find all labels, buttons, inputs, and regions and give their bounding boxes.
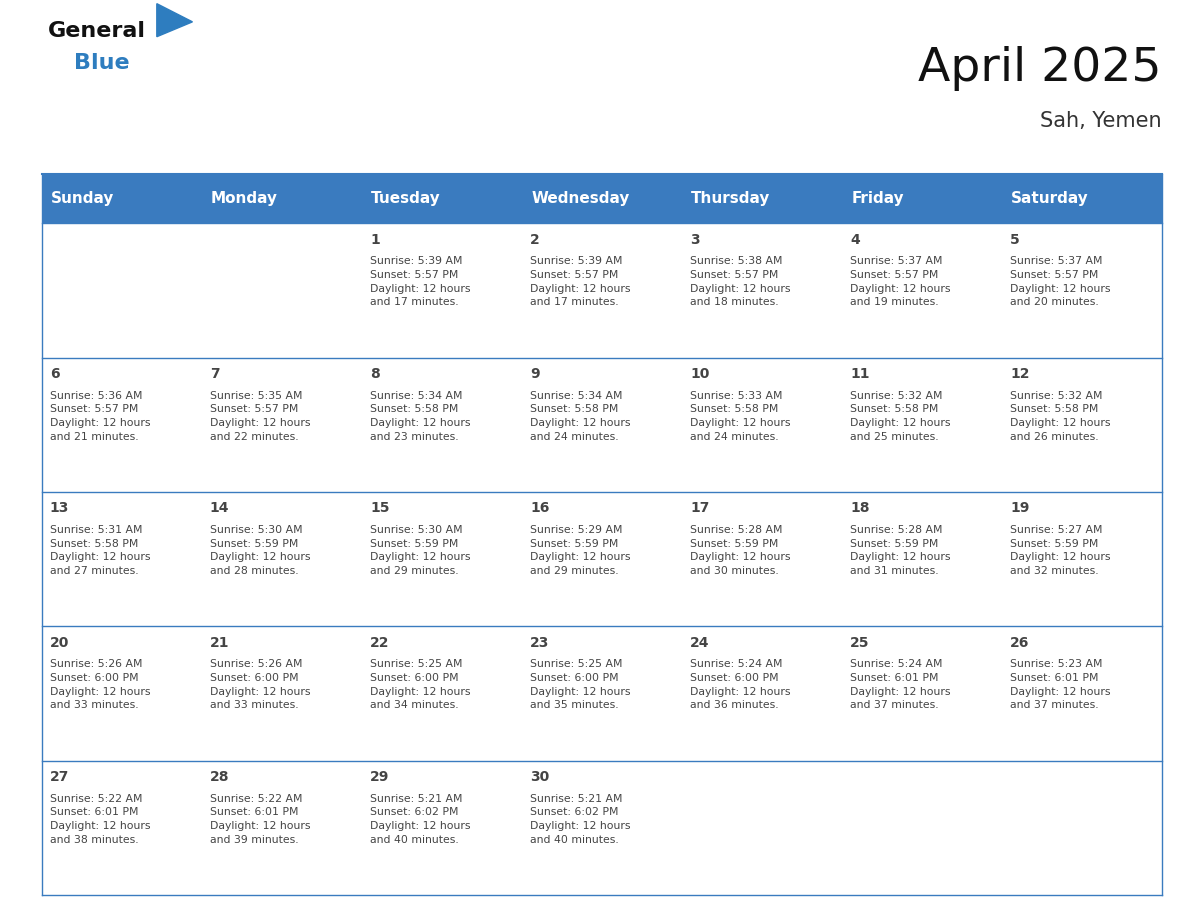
Text: Sunrise: 5:32 AM
Sunset: 5:58 PM
Daylight: 12 hours
and 25 minutes.: Sunrise: 5:32 AM Sunset: 5:58 PM Dayligh…	[851, 391, 950, 442]
Text: General: General	[48, 21, 145, 41]
Text: Monday: Monday	[211, 192, 278, 207]
Text: Tuesday: Tuesday	[371, 192, 441, 207]
Text: Sunrise: 5:26 AM
Sunset: 6:00 PM
Daylight: 12 hours
and 33 minutes.: Sunrise: 5:26 AM Sunset: 6:00 PM Dayligh…	[50, 659, 151, 711]
Text: Wednesday: Wednesday	[531, 192, 630, 207]
Text: Sunrise: 5:37 AM
Sunset: 5:57 PM
Daylight: 12 hours
and 19 minutes.: Sunrise: 5:37 AM Sunset: 5:57 PM Dayligh…	[851, 256, 950, 308]
Text: Sunrise: 5:26 AM
Sunset: 6:00 PM
Daylight: 12 hours
and 33 minutes.: Sunrise: 5:26 AM Sunset: 6:00 PM Dayligh…	[210, 659, 310, 711]
Text: Sunrise: 5:39 AM
Sunset: 5:57 PM
Daylight: 12 hours
and 17 minutes.: Sunrise: 5:39 AM Sunset: 5:57 PM Dayligh…	[530, 256, 631, 308]
Text: 7: 7	[210, 367, 220, 381]
Text: Sunrise: 5:21 AM
Sunset: 6:02 PM
Daylight: 12 hours
and 40 minutes.: Sunrise: 5:21 AM Sunset: 6:02 PM Dayligh…	[369, 794, 470, 845]
Bar	[42, 492, 1162, 626]
Text: 6: 6	[50, 367, 59, 381]
Text: 8: 8	[369, 367, 380, 381]
Text: Sunrise: 5:29 AM
Sunset: 5:59 PM
Daylight: 12 hours
and 29 minutes.: Sunrise: 5:29 AM Sunset: 5:59 PM Dayligh…	[530, 525, 631, 576]
Text: 20: 20	[50, 635, 69, 650]
Text: Sunrise: 5:30 AM
Sunset: 5:59 PM
Daylight: 12 hours
and 28 minutes.: Sunrise: 5:30 AM Sunset: 5:59 PM Dayligh…	[210, 525, 310, 576]
Text: Sunrise: 5:21 AM
Sunset: 6:02 PM
Daylight: 12 hours
and 40 minutes.: Sunrise: 5:21 AM Sunset: 6:02 PM Dayligh…	[530, 794, 631, 845]
Text: Sunrise: 5:25 AM
Sunset: 6:00 PM
Daylight: 12 hours
and 34 minutes.: Sunrise: 5:25 AM Sunset: 6:00 PM Dayligh…	[369, 659, 470, 711]
Text: 16: 16	[530, 501, 549, 515]
Text: 30: 30	[530, 770, 549, 784]
Text: 17: 17	[690, 501, 709, 515]
Bar	[42, 223, 1162, 358]
Text: Sunrise: 5:33 AM
Sunset: 5:58 PM
Daylight: 12 hours
and 24 minutes.: Sunrise: 5:33 AM Sunset: 5:58 PM Dayligh…	[690, 391, 790, 442]
Text: Sunrise: 5:31 AM
Sunset: 5:58 PM
Daylight: 12 hours
and 27 minutes.: Sunrise: 5:31 AM Sunset: 5:58 PM Dayligh…	[50, 525, 151, 576]
Text: Blue: Blue	[74, 53, 129, 73]
Bar	[42, 626, 1162, 761]
Text: 22: 22	[369, 635, 390, 650]
Text: 5: 5	[1010, 232, 1019, 247]
Polygon shape	[157, 4, 192, 37]
Text: Sunrise: 5:28 AM
Sunset: 5:59 PM
Daylight: 12 hours
and 31 minutes.: Sunrise: 5:28 AM Sunset: 5:59 PM Dayligh…	[851, 525, 950, 576]
Text: 28: 28	[210, 770, 229, 784]
Text: Sunrise: 5:39 AM
Sunset: 5:57 PM
Daylight: 12 hours
and 17 minutes.: Sunrise: 5:39 AM Sunset: 5:57 PM Dayligh…	[369, 256, 470, 308]
Text: April 2025: April 2025	[918, 46, 1162, 92]
Bar	[42, 358, 1162, 492]
Text: Sunrise: 5:22 AM
Sunset: 6:01 PM
Daylight: 12 hours
and 38 minutes.: Sunrise: 5:22 AM Sunset: 6:01 PM Dayligh…	[50, 794, 151, 845]
Bar	[42, 174, 1162, 223]
Text: 19: 19	[1010, 501, 1030, 515]
Text: 11: 11	[851, 367, 870, 381]
Text: Sunrise: 5:38 AM
Sunset: 5:57 PM
Daylight: 12 hours
and 18 minutes.: Sunrise: 5:38 AM Sunset: 5:57 PM Dayligh…	[690, 256, 790, 308]
Text: Sunrise: 5:34 AM
Sunset: 5:58 PM
Daylight: 12 hours
and 24 minutes.: Sunrise: 5:34 AM Sunset: 5:58 PM Dayligh…	[530, 391, 631, 442]
Text: Sunrise: 5:22 AM
Sunset: 6:01 PM
Daylight: 12 hours
and 39 minutes.: Sunrise: 5:22 AM Sunset: 6:01 PM Dayligh…	[210, 794, 310, 845]
Text: 15: 15	[369, 501, 390, 515]
Text: Sunrise: 5:24 AM
Sunset: 6:00 PM
Daylight: 12 hours
and 36 minutes.: Sunrise: 5:24 AM Sunset: 6:00 PM Dayligh…	[690, 659, 790, 711]
Text: 18: 18	[851, 501, 870, 515]
Text: Sunrise: 5:34 AM
Sunset: 5:58 PM
Daylight: 12 hours
and 23 minutes.: Sunrise: 5:34 AM Sunset: 5:58 PM Dayligh…	[369, 391, 470, 442]
Text: Sunday: Sunday	[51, 192, 114, 207]
Text: 2: 2	[530, 232, 539, 247]
Text: 24: 24	[690, 635, 709, 650]
Text: Sunrise: 5:37 AM
Sunset: 5:57 PM
Daylight: 12 hours
and 20 minutes.: Sunrise: 5:37 AM Sunset: 5:57 PM Dayligh…	[1010, 256, 1111, 308]
Text: Sunrise: 5:23 AM
Sunset: 6:01 PM
Daylight: 12 hours
and 37 minutes.: Sunrise: 5:23 AM Sunset: 6:01 PM Dayligh…	[1010, 659, 1111, 711]
Text: 26: 26	[1010, 635, 1030, 650]
Text: Sunrise: 5:25 AM
Sunset: 6:00 PM
Daylight: 12 hours
and 35 minutes.: Sunrise: 5:25 AM Sunset: 6:00 PM Dayligh…	[530, 659, 631, 711]
Text: 10: 10	[690, 367, 709, 381]
Text: Sunrise: 5:32 AM
Sunset: 5:58 PM
Daylight: 12 hours
and 26 minutes.: Sunrise: 5:32 AM Sunset: 5:58 PM Dayligh…	[1010, 391, 1111, 442]
Text: 13: 13	[50, 501, 69, 515]
Text: Sunrise: 5:24 AM
Sunset: 6:01 PM
Daylight: 12 hours
and 37 minutes.: Sunrise: 5:24 AM Sunset: 6:01 PM Dayligh…	[851, 659, 950, 711]
Text: Sunrise: 5:36 AM
Sunset: 5:57 PM
Daylight: 12 hours
and 21 minutes.: Sunrise: 5:36 AM Sunset: 5:57 PM Dayligh…	[50, 391, 151, 442]
Text: Sunrise: 5:28 AM
Sunset: 5:59 PM
Daylight: 12 hours
and 30 minutes.: Sunrise: 5:28 AM Sunset: 5:59 PM Dayligh…	[690, 525, 790, 576]
Text: Sah, Yemen: Sah, Yemen	[1041, 111, 1162, 131]
Text: Sunrise: 5:30 AM
Sunset: 5:59 PM
Daylight: 12 hours
and 29 minutes.: Sunrise: 5:30 AM Sunset: 5:59 PM Dayligh…	[369, 525, 470, 576]
Text: 27: 27	[50, 770, 69, 784]
Text: 1: 1	[369, 232, 380, 247]
Bar	[42, 761, 1162, 895]
Text: 25: 25	[851, 635, 870, 650]
Text: 3: 3	[690, 232, 700, 247]
Text: 23: 23	[530, 635, 549, 650]
Text: 14: 14	[210, 501, 229, 515]
Text: Sunrise: 5:27 AM
Sunset: 5:59 PM
Daylight: 12 hours
and 32 minutes.: Sunrise: 5:27 AM Sunset: 5:59 PM Dayligh…	[1010, 525, 1111, 576]
Text: 29: 29	[369, 770, 390, 784]
Text: 21: 21	[210, 635, 229, 650]
Text: 12: 12	[1010, 367, 1030, 381]
Text: 4: 4	[851, 232, 860, 247]
Text: Saturday: Saturday	[1011, 192, 1089, 207]
Text: Sunrise: 5:35 AM
Sunset: 5:57 PM
Daylight: 12 hours
and 22 minutes.: Sunrise: 5:35 AM Sunset: 5:57 PM Dayligh…	[210, 391, 310, 442]
Text: 9: 9	[530, 367, 539, 381]
Text: Thursday: Thursday	[691, 192, 771, 207]
Text: Friday: Friday	[852, 192, 904, 207]
